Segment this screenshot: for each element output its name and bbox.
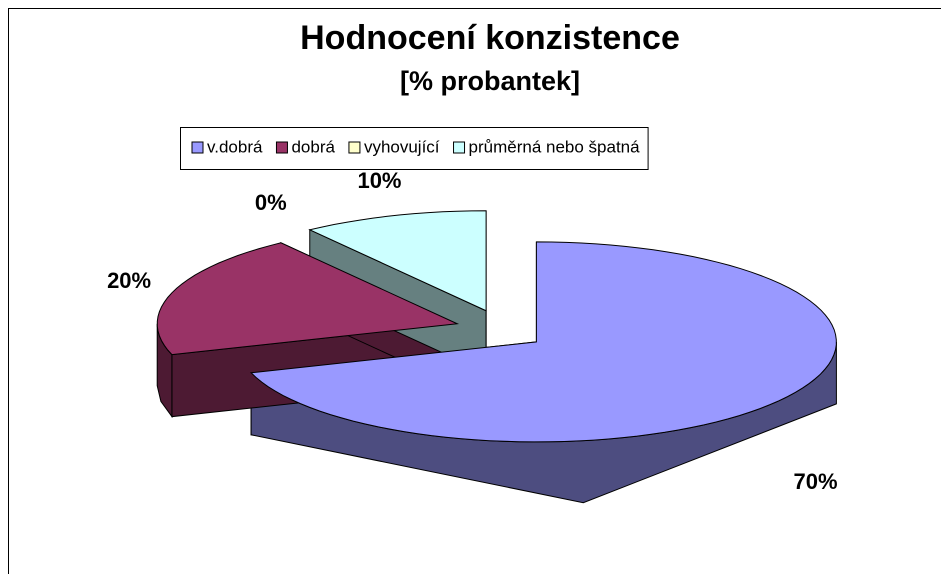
data-label: 10% bbox=[357, 168, 401, 193]
data-label: 20% bbox=[107, 268, 151, 293]
legend bbox=[180, 127, 649, 170]
legend-label: průměrná nebo špatná bbox=[469, 137, 641, 156]
slice bbox=[249, 241, 837, 443]
legend-label: vyhovující bbox=[364, 137, 440, 156]
chart-title: Hodnocení konzistence bbox=[300, 19, 680, 57]
legend-swatch bbox=[453, 141, 466, 154]
legend-label: v.dobrá bbox=[207, 137, 263, 156]
slice bbox=[156, 242, 460, 356]
pie-tops bbox=[156, 210, 837, 443]
slice bbox=[308, 210, 487, 312]
legend-label: dobrá bbox=[291, 137, 335, 156]
chart-subtitle: [% probantek] bbox=[400, 66, 580, 96]
data-label: 70% bbox=[793, 469, 837, 494]
data-label: 0% bbox=[255, 190, 287, 215]
legend-swatch bbox=[348, 141, 361, 154]
pie-labels: 70% 20% 0% 10% bbox=[107, 168, 837, 494]
legend-swatch bbox=[275, 141, 288, 154]
legend-swatch bbox=[191, 141, 204, 154]
